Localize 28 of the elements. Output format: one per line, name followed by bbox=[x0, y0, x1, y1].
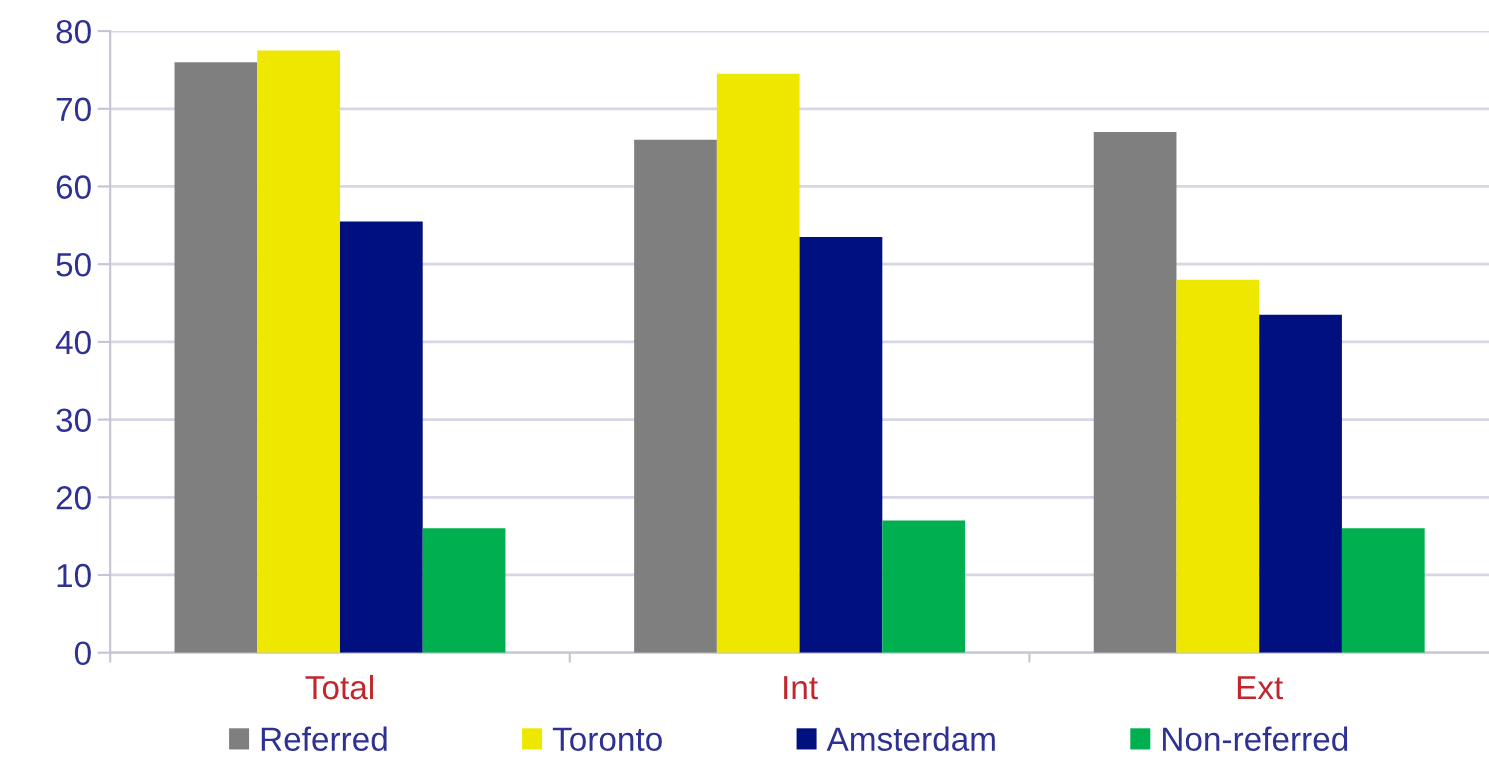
x-tick-label: Ext bbox=[1237, 676, 1284, 700]
y-tick-label: 20 bbox=[56, 486, 91, 510]
bar bbox=[339, 221, 423, 653]
bar bbox=[634, 139, 717, 653]
legend-label: Amsterdam bbox=[826, 726, 995, 751]
bar bbox=[257, 50, 340, 653]
bar bbox=[1093, 132, 1177, 653]
y-tick-label: 10 bbox=[57, 563, 91, 588]
bar bbox=[174, 62, 258, 653]
bar bbox=[882, 520, 966, 653]
x-tick-label: Total bbox=[305, 674, 373, 700]
legend-label: Non-referred bbox=[1163, 726, 1348, 751]
bar bbox=[422, 528, 506, 653]
y-tick-label: 60 bbox=[56, 175, 91, 199]
y-tick-label: 0 bbox=[74, 641, 91, 666]
legend-label: Referred bbox=[261, 726, 387, 751]
bar bbox=[1176, 279, 1260, 653]
y-tick-label: 50 bbox=[56, 252, 91, 277]
legend-label: Toronto bbox=[552, 727, 662, 751]
bar bbox=[716, 73, 800, 653]
bar bbox=[1341, 528, 1425, 653]
x-tick-label: Int bbox=[784, 676, 818, 700]
y-tick-label: 80 bbox=[56, 19, 91, 44]
bar bbox=[799, 236, 883, 653]
bar bbox=[1259, 314, 1342, 653]
y-tick-label: 30 bbox=[56, 408, 91, 432]
y-tick-label: 40 bbox=[55, 330, 91, 355]
y-tick-label: 70 bbox=[56, 97, 91, 122]
